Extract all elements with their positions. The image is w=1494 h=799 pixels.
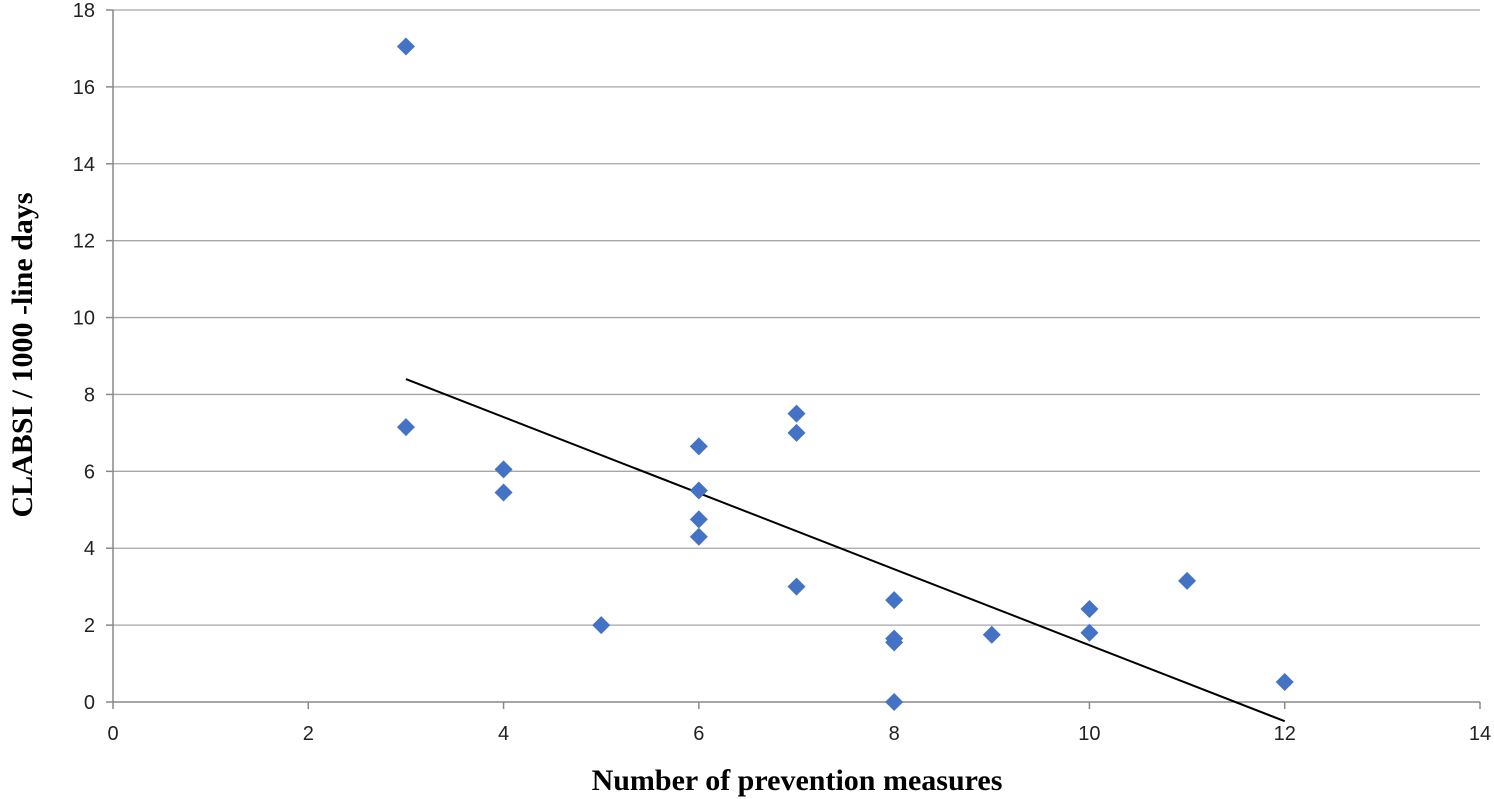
data-point [494, 460, 513, 479]
y-tick-label: 8 [84, 384, 95, 406]
data-point [787, 423, 806, 442]
data-point [787, 577, 806, 596]
x-tick-label: 6 [693, 723, 704, 745]
data-point [787, 404, 806, 423]
data-point [1080, 599, 1099, 618]
x-tick-label: 0 [107, 723, 118, 745]
data-point [689, 481, 708, 500]
data-point [689, 510, 708, 529]
y-tick-labels: 0 2 4 6 8 10 12 14 16 18 [73, 0, 95, 714]
trendline-group [405, 378, 1286, 723]
data-point [689, 437, 708, 456]
data-point [1275, 673, 1294, 692]
data-point [1080, 623, 1099, 642]
y-tick-label: 6 [84, 461, 95, 483]
axes [106, 9, 1481, 709]
y-axis-title: CLABSI / 1000 -line days [6, 192, 39, 517]
y-tick-label: 16 [73, 77, 95, 99]
data-point [689, 527, 708, 546]
data-point [592, 616, 611, 635]
data-point [885, 591, 904, 610]
x-axis-title: Number of prevention measures [592, 764, 1003, 797]
data-point [885, 633, 904, 652]
data-point [494, 483, 513, 502]
x-tick-label: 2 [303, 723, 314, 745]
y-tick-label: 0 [84, 692, 95, 714]
y-tick-label: 18 [73, 0, 95, 22]
x-tick-label: 10 [1078, 723, 1100, 745]
x-tick-label: 4 [498, 723, 509, 745]
data-point [982, 625, 1001, 644]
data-point [396, 37, 415, 56]
y-tick-label: 14 [73, 154, 95, 176]
data-point [885, 693, 904, 711]
data-points [396, 37, 1294, 711]
x-tick-label: 8 [889, 723, 900, 745]
x-tick-labels: 0 2 4 6 8 10 12 14 [107, 723, 1491, 745]
y-tick-label: 2 [84, 615, 95, 637]
y-tick-label: 4 [84, 538, 95, 560]
data-point [1178, 571, 1197, 590]
gridlines [113, 9, 1480, 626]
y-tick-label: 12 [73, 231, 95, 253]
data-point [396, 418, 415, 437]
trendline [405, 378, 1286, 723]
x-tick-label: 12 [1274, 723, 1296, 745]
x-tick-label: 14 [1469, 723, 1491, 745]
y-tick-label: 10 [73, 308, 95, 330]
